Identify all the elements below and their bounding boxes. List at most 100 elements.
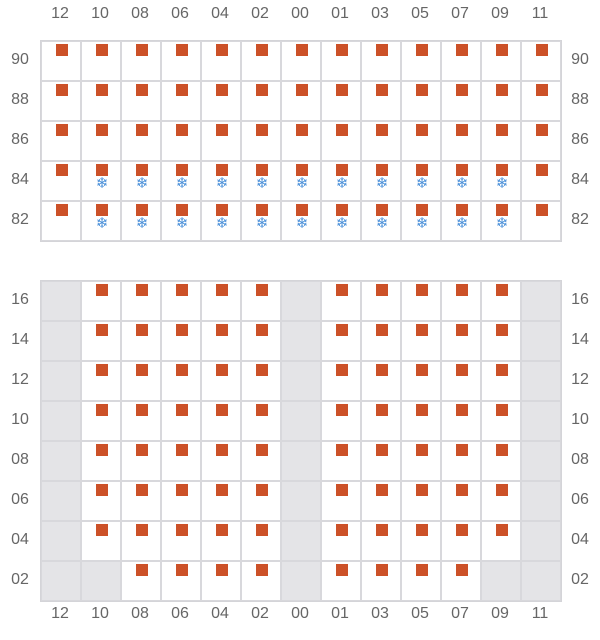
seat-88-01[interactable] <box>321 81 361 121</box>
seat-10-03[interactable] <box>361 401 401 441</box>
seat-10-04[interactable] <box>201 401 241 441</box>
seat-82-11[interactable] <box>521 201 561 241</box>
seat-88-00[interactable] <box>281 81 321 121</box>
seat-86-06[interactable] <box>161 121 201 161</box>
seat-86-07[interactable] <box>441 121 481 161</box>
seat-02-04[interactable] <box>201 561 241 601</box>
seat-86-04[interactable] <box>201 121 241 161</box>
seat-84-00[interactable]: ❄ <box>281 161 321 201</box>
seat-86-00[interactable] <box>281 121 321 161</box>
seat-90-01[interactable] <box>321 41 361 81</box>
seat-04-10[interactable] <box>81 521 121 561</box>
seat-06-07[interactable] <box>441 481 481 521</box>
seat-90-06[interactable] <box>161 41 201 81</box>
seat-86-02[interactable] <box>241 121 281 161</box>
seat-08-03[interactable] <box>361 441 401 481</box>
seat-16-01[interactable] <box>321 281 361 321</box>
seat-90-05[interactable] <box>401 41 441 81</box>
seat-06-05[interactable] <box>401 481 441 521</box>
seat-86-08[interactable] <box>121 121 161 161</box>
seat-12-06[interactable] <box>161 361 201 401</box>
seat-82-10[interactable]: ❄ <box>81 201 121 241</box>
seat-86-03[interactable] <box>361 121 401 161</box>
seat-08-09[interactable] <box>481 441 521 481</box>
seat-16-04[interactable] <box>201 281 241 321</box>
seat-88-12[interactable] <box>41 81 81 121</box>
seat-82-04[interactable]: ❄ <box>201 201 241 241</box>
seat-16-09[interactable] <box>481 281 521 321</box>
seat-02-08[interactable] <box>121 561 161 601</box>
seat-88-10[interactable] <box>81 81 121 121</box>
seat-06-09[interactable] <box>481 481 521 521</box>
seat-12-02[interactable] <box>241 361 281 401</box>
seat-16-07[interactable] <box>441 281 481 321</box>
seat-90-02[interactable] <box>241 41 281 81</box>
seat-16-08[interactable] <box>121 281 161 321</box>
seat-84-09[interactable]: ❄ <box>481 161 521 201</box>
seat-06-02[interactable] <box>241 481 281 521</box>
seat-88-02[interactable] <box>241 81 281 121</box>
seat-04-01[interactable] <box>321 521 361 561</box>
seat-90-12[interactable] <box>41 41 81 81</box>
seat-84-03[interactable]: ❄ <box>361 161 401 201</box>
seat-86-11[interactable] <box>521 121 561 161</box>
seat-16-03[interactable] <box>361 281 401 321</box>
seat-82-08[interactable]: ❄ <box>121 201 161 241</box>
seat-90-08[interactable] <box>121 41 161 81</box>
seat-90-07[interactable] <box>441 41 481 81</box>
seat-14-02[interactable] <box>241 321 281 361</box>
seat-16-10[interactable] <box>81 281 121 321</box>
seat-12-09[interactable] <box>481 361 521 401</box>
seat-90-00[interactable] <box>281 41 321 81</box>
seat-06-10[interactable] <box>81 481 121 521</box>
seat-04-04[interactable] <box>201 521 241 561</box>
seat-88-08[interactable] <box>121 81 161 121</box>
seat-86-10[interactable] <box>81 121 121 161</box>
seat-14-10[interactable] <box>81 321 121 361</box>
seat-84-10[interactable]: ❄ <box>81 161 121 201</box>
seat-06-08[interactable] <box>121 481 161 521</box>
seat-88-06[interactable] <box>161 81 201 121</box>
seat-82-00[interactable]: ❄ <box>281 201 321 241</box>
seat-84-12[interactable] <box>41 161 81 201</box>
seat-82-03[interactable]: ❄ <box>361 201 401 241</box>
seat-08-05[interactable] <box>401 441 441 481</box>
seat-02-06[interactable] <box>161 561 201 601</box>
seat-10-07[interactable] <box>441 401 481 441</box>
seat-84-05[interactable]: ❄ <box>401 161 441 201</box>
seat-86-09[interactable] <box>481 121 521 161</box>
seat-16-06[interactable] <box>161 281 201 321</box>
seat-14-05[interactable] <box>401 321 441 361</box>
seat-84-08[interactable]: ❄ <box>121 161 161 201</box>
seat-10-08[interactable] <box>121 401 161 441</box>
seat-82-05[interactable]: ❄ <box>401 201 441 241</box>
seat-84-07[interactable]: ❄ <box>441 161 481 201</box>
seat-08-01[interactable] <box>321 441 361 481</box>
seat-04-05[interactable] <box>401 521 441 561</box>
seat-14-03[interactable] <box>361 321 401 361</box>
seat-90-11[interactable] <box>521 41 561 81</box>
seat-90-10[interactable] <box>81 41 121 81</box>
seat-82-06[interactable]: ❄ <box>161 201 201 241</box>
seat-08-06[interactable] <box>161 441 201 481</box>
seat-04-08[interactable] <box>121 521 161 561</box>
seat-86-12[interactable] <box>41 121 81 161</box>
seat-84-02[interactable]: ❄ <box>241 161 281 201</box>
seat-08-04[interactable] <box>201 441 241 481</box>
seat-88-07[interactable] <box>441 81 481 121</box>
seat-08-02[interactable] <box>241 441 281 481</box>
seat-14-06[interactable] <box>161 321 201 361</box>
seat-04-06[interactable] <box>161 521 201 561</box>
seat-04-03[interactable] <box>361 521 401 561</box>
seat-84-11[interactable] <box>521 161 561 201</box>
seat-12-03[interactable] <box>361 361 401 401</box>
seat-10-09[interactable] <box>481 401 521 441</box>
seat-88-09[interactable] <box>481 81 521 121</box>
seat-82-09[interactable]: ❄ <box>481 201 521 241</box>
seat-12-04[interactable] <box>201 361 241 401</box>
seat-06-01[interactable] <box>321 481 361 521</box>
seat-12-01[interactable] <box>321 361 361 401</box>
seat-02-03[interactable] <box>361 561 401 601</box>
seat-14-04[interactable] <box>201 321 241 361</box>
seat-02-02[interactable] <box>241 561 281 601</box>
